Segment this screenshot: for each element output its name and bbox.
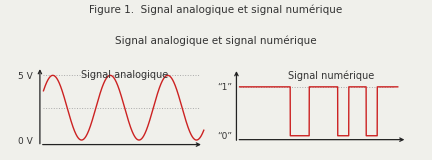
Text: Signal analogique: Signal analogique — [81, 70, 168, 80]
Text: Signal numérique: Signal numérique — [288, 70, 374, 81]
Text: Signal analogique et signal numérique: Signal analogique et signal numérique — [115, 35, 317, 46]
Text: Figure 1.  Signal analogique et signal numérique: Figure 1. Signal analogique et signal nu… — [89, 5, 343, 15]
